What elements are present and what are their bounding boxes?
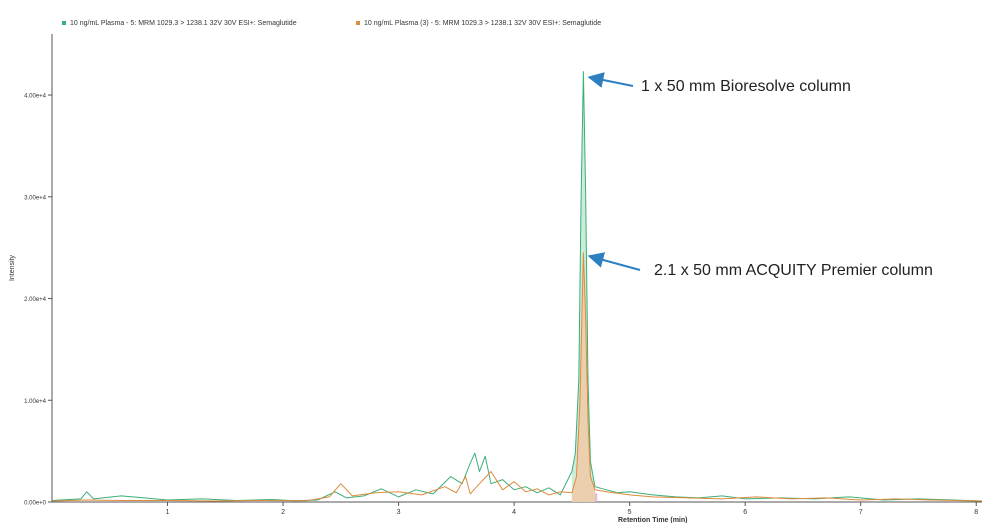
legend-item-series-1: 10 ng/mL Plasma - 5: MRM 1029.3 > 1238.1… [62, 20, 297, 27]
x-tick-label: 3 [397, 509, 401, 516]
y-tick-label: 1.00e+4 [24, 399, 47, 405]
x-axis-label: Retention Time (min) [618, 517, 687, 523]
legend-swatch-green-icon [62, 21, 66, 26]
legend-swatch-orange-icon [356, 21, 360, 26]
x-tick-label: 6 [743, 509, 747, 516]
legend-item-series-2: 10 ng/mL Plasma (3) - 5: MRM 1029.3 > 12… [356, 20, 601, 27]
y-tick-label: 4.00e+4 [24, 94, 47, 100]
x-tick-label: 8 [974, 509, 978, 516]
y-tick-label: 2.00e+4 [24, 297, 47, 303]
y-tick-label: 3.00e+4 [24, 195, 47, 201]
peak-fill-series-2 [571, 252, 595, 502]
annotation-bioresolve: 1 x 50 mm Bioresolve column [641, 78, 851, 95]
x-tick-label: 1 [166, 509, 170, 516]
x-tick-label: 4 [512, 509, 516, 516]
annotation-arrow-acquity-premier [587, 252, 641, 271]
legend-label-series-2: 10 ng/mL Plasma (3) - 5: MRM 1029.3 > 12… [364, 20, 602, 27]
trace-series-1 [51, 71, 983, 502]
x-tick-label: 5 [628, 509, 632, 516]
x-tick-label: 7 [859, 509, 863, 516]
annotation-acquity-premier: 2.1 x 50 mm ACQUITY Premier column [654, 262, 933, 279]
legend-label-series-1: 10 ng/mL Plasma - 5: MRM 1029.3 > 1238.1… [70, 20, 297, 27]
y-tick-label: 0.00e+0 [24, 501, 47, 507]
y-axis-label: Intensity [9, 254, 16, 281]
annotation-arrow-bioresolve [587, 72, 634, 88]
trace-series-2 [51, 252, 983, 502]
x-tick-label: 2 [281, 509, 285, 516]
